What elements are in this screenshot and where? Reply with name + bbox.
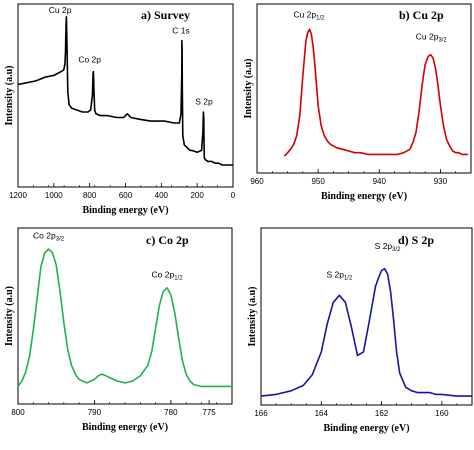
series-line-b — [283, 28, 468, 157]
panel-title: a) Survey — [141, 8, 190, 22]
x-tick-label: 1000 — [45, 191, 63, 200]
plot-frame-d — [260, 227, 473, 406]
x-tick-label: 166 — [254, 409, 268, 418]
peak-annotation: Cu 2p — [49, 5, 72, 15]
series-line-a — [17, 16, 233, 166]
y-axis-label: Intensity (a.u) — [247, 286, 258, 346]
peak-annotation: C 1s — [172, 25, 189, 35]
x-axis-label: Binding energy (eV) — [323, 423, 409, 434]
panel-a: 1200 1000 800 600 400 200 0 Binding energy (eV)… — [4, 3, 236, 216]
x-tick-label: 790 — [88, 408, 102, 417]
peak-annotation: Co 2p1/2 — [152, 269, 184, 281]
x-tick-label: 800 — [83, 191, 97, 200]
x-axis-label: Binding energy (eV) — [82, 422, 168, 433]
peak-annotation: Cu 2p1/2 — [293, 10, 325, 22]
x-tick-label: 162 — [375, 409, 389, 418]
x-tick-label: 950 — [311, 177, 325, 186]
panel-title: c) Co 2p — [146, 233, 189, 247]
x-tick-label: 1200 — [9, 191, 27, 200]
x-axis-label: Binding energy (eV) — [321, 191, 407, 202]
x-tick-label: 200 — [190, 191, 204, 200]
plot-frame-a — [17, 3, 234, 188]
panel-b: 960 950 940 930 Binding energy (eV) Intensity… — [243, 3, 472, 202]
x-tick-label: 800 — [11, 408, 25, 417]
x-tick-label: 780 — [164, 408, 178, 417]
y-axis-label: Intensity (a.u) — [4, 65, 15, 125]
peak-annotation: S 2p — [195, 97, 213, 107]
y-axis-label: Intensity (a.u) — [4, 286, 15, 346]
x-tick-label: 164 — [315, 409, 329, 418]
x-tick-label: 940 — [373, 177, 387, 186]
series-line-d — [260, 267, 472, 397]
x-tick-label: 160 — [435, 409, 449, 418]
peak-annotation: S 2p1/2 — [326, 270, 353, 282]
y-axis-label: Intensity (a.u) — [243, 58, 254, 118]
x-tick-label: 400 — [155, 191, 169, 200]
series-line-c — [17, 248, 232, 388]
peak-annotation: Co 2p3/2 — [33, 231, 65, 243]
peak-annotation: Cu 2p3/2 — [416, 31, 448, 43]
panel-title: b) Cu 2p — [399, 8, 444, 22]
x-tick-label: 775 — [202, 408, 216, 417]
panel-d: 166 164 162 160 Binding energy (eV) Intensity… — [247, 227, 473, 434]
x-tick-label: 960 — [250, 177, 264, 186]
x-tick-label: 0 — [231, 191, 236, 200]
x-tick-label: 930 — [434, 177, 448, 186]
x-tick-label: 600 — [119, 191, 133, 200]
x-axis-label: Binding energy (eV) — [82, 205, 168, 216]
peak-annotation: Co 2p — [78, 55, 101, 65]
panel-c: 800 790 780 775 Binding energy (eV) Intensity… — [4, 227, 233, 433]
panel-title: d) S 2p — [398, 233, 434, 247]
plot-frame-c — [17, 227, 233, 405]
